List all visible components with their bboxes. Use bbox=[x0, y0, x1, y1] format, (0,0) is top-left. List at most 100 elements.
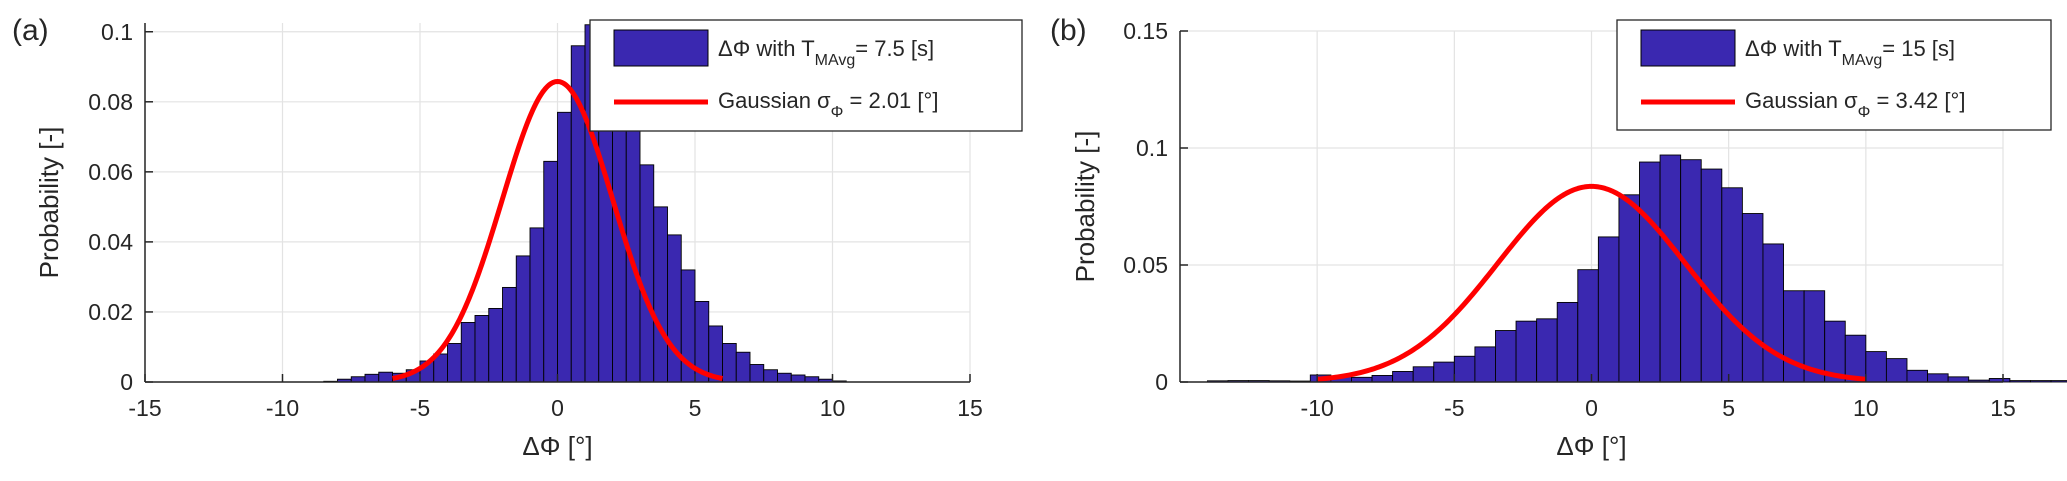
histogram-bar bbox=[447, 343, 462, 383]
histogram-bar bbox=[1700, 168, 1723, 383]
histogram-bar bbox=[1906, 369, 1929, 383]
y-tick-label: 0.15 bbox=[1123, 18, 1168, 44]
chart-panel-b: -10 -5 0 5 10 15 0 0.05 0.1 0.15 ΔΦ [°] Probability… bbox=[1050, 14, 2067, 461]
histogram-bar bbox=[1597, 236, 1620, 383]
histogram-bar bbox=[2050, 380, 2067, 383]
y-tick-label: 0.1 bbox=[1136, 135, 1168, 161]
histogram-bar bbox=[2009, 380, 2031, 383]
legend-text-subscript: MAvg bbox=[1842, 52, 1883, 69]
histogram-bar bbox=[1639, 161, 1661, 383]
histogram-bar bbox=[1433, 361, 1455, 383]
histogram-bar bbox=[1618, 194, 1640, 383]
histogram-bar bbox=[667, 234, 682, 383]
legend-entry-text: Gaussian σΦ = 2.01 [°] bbox=[718, 88, 938, 121]
histogram-bar bbox=[1515, 320, 1538, 383]
y-tick-label: 0.02 bbox=[88, 299, 133, 325]
legend-text-value: = 7.5 [s] bbox=[855, 36, 934, 61]
histogram-bar bbox=[1762, 243, 1784, 383]
x-tick-label: -5 bbox=[1444, 395, 1464, 421]
histogram-bar bbox=[1371, 374, 1394, 383]
histogram-bar bbox=[2029, 380, 2052, 383]
histogram-bar bbox=[502, 286, 517, 383]
histogram-bar bbox=[722, 343, 737, 383]
x-tick-label: 5 bbox=[1722, 395, 1735, 421]
histogram-bar bbox=[1474, 346, 1496, 383]
legend-text-main: Gaussian σ bbox=[718, 88, 831, 113]
y-tick-label: 0.06 bbox=[88, 159, 133, 185]
x-tick-label: -10 bbox=[1301, 395, 1334, 421]
x-tick-label: -10 bbox=[266, 395, 299, 421]
histogram-bar bbox=[790, 374, 806, 383]
legend-text-subscript: Φ bbox=[1858, 104, 1871, 121]
legend-text-subscript: Φ bbox=[831, 104, 844, 121]
histogram-bar bbox=[474, 315, 490, 383]
histogram-bar bbox=[1721, 187, 1743, 383]
histogram-bar bbox=[1865, 351, 1887, 383]
histogram-bar bbox=[364, 373, 380, 383]
legend-box bbox=[589, 19, 1023, 132]
legend-text-main: ΔΦ with T bbox=[718, 36, 815, 61]
y-tick-label: 0.04 bbox=[88, 229, 133, 255]
histogram-bar bbox=[460, 322, 476, 383]
y-tick-label: 0 bbox=[120, 369, 133, 395]
gaussian-fit-curve bbox=[391, 78, 724, 381]
histogram-bar bbox=[1556, 301, 1579, 383]
histogram-bar bbox=[1659, 154, 1682, 383]
histogram-bar bbox=[515, 255, 531, 383]
y-axis-label: Probability [-] bbox=[34, 127, 64, 279]
histogram-bar bbox=[1536, 318, 1558, 383]
legend-text-main: Gaussian σ bbox=[1745, 88, 1858, 113]
x-tick-label: 0 bbox=[1585, 395, 1598, 421]
x-tick-label: -15 bbox=[128, 395, 161, 421]
legend-text-value: = 2.01 [°] bbox=[843, 88, 938, 113]
x-tick-label: 5 bbox=[689, 395, 702, 421]
legend-text-value: = 3.42 [°] bbox=[1870, 88, 1965, 113]
y-axis-label: Probability [-] bbox=[1070, 131, 1100, 283]
y-tick-label: 0.08 bbox=[88, 89, 133, 115]
histogram-bar bbox=[1947, 376, 1970, 383]
legend: ΔΦ with TMAvg= 15 [s] Gaussian σΦ = 3.42 … bbox=[1616, 19, 2052, 131]
histogram-bar bbox=[1392, 371, 1414, 383]
histogram-bar bbox=[1495, 330, 1517, 383]
histogram-bar bbox=[777, 372, 792, 383]
histogram-bar bbox=[639, 164, 655, 383]
panel-label: (a) bbox=[12, 14, 49, 47]
histogram-bar bbox=[1412, 366, 1435, 383]
x-tick-label: 0 bbox=[551, 395, 564, 421]
legend: ΔΦ with TMAvg= 7.5 [s] Gaussian σΦ = 2.01… bbox=[589, 19, 1023, 132]
legend-entry-text: Gaussian σΦ = 3.42 [°] bbox=[1745, 88, 1965, 121]
histogram-bar bbox=[763, 369, 778, 383]
x-tick-label: 10 bbox=[820, 395, 846, 421]
legend-swatch-histogram bbox=[613, 29, 709, 67]
legend-swatch-histogram bbox=[1640, 29, 1736, 67]
histogram-bar bbox=[529, 227, 545, 383]
x-axis-label: ΔΦ [°] bbox=[1556, 431, 1626, 461]
histogram-bar bbox=[350, 376, 366, 383]
histogram-bar bbox=[804, 376, 820, 383]
histogram-bar bbox=[557, 111, 572, 383]
x-tick-label: 15 bbox=[957, 395, 983, 421]
panel-label: (b) bbox=[1050, 14, 1087, 47]
y-tick-label: 0.05 bbox=[1123, 252, 1168, 278]
x-axis-label: ΔΦ [°] bbox=[522, 431, 592, 461]
histogram-bar bbox=[653, 206, 668, 383]
histogram-bar bbox=[543, 160, 558, 383]
histogram-bar bbox=[1741, 213, 1764, 383]
legend-text-main: ΔΦ with T bbox=[1745, 36, 1842, 61]
legend-text-subscript: MAvg bbox=[815, 52, 856, 69]
histogram-bar bbox=[1577, 269, 1599, 383]
histogram-bar bbox=[378, 371, 393, 383]
histogram-bar bbox=[488, 307, 503, 383]
histogram-bar bbox=[1453, 355, 1476, 383]
histogram-bar bbox=[1885, 358, 1908, 383]
legend-text-value: = 15 [s] bbox=[1882, 36, 1955, 61]
x-tick-label: -5 bbox=[410, 395, 430, 421]
legend-entry-text: ΔΦ with TMAvg= 7.5 [s] bbox=[718, 36, 934, 69]
gaussian-fit-curve bbox=[1316, 183, 1867, 382]
y-tick-label: 0 bbox=[1155, 369, 1168, 395]
histogram-bar bbox=[1927, 373, 1949, 383]
legend-entry-text: ΔΦ with TMAvg= 15 [s] bbox=[1745, 36, 1955, 69]
x-tick-label: 10 bbox=[1853, 395, 1879, 421]
x-tick-label: 15 bbox=[1990, 395, 2016, 421]
